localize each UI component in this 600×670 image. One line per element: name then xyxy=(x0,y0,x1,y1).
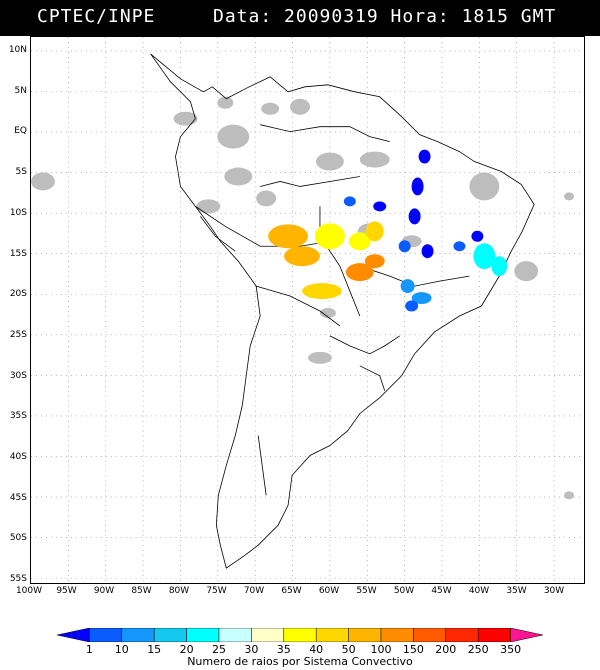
lon-label-40w: 40W xyxy=(468,586,490,596)
lat-label-5s: 5S xyxy=(15,167,27,178)
lon-label-90w: 90W xyxy=(93,586,115,596)
lat-label-5n: 5N xyxy=(14,85,27,96)
lat-label-10n: 10N xyxy=(8,45,27,55)
colorbar-segment xyxy=(380,628,414,642)
lightning-cell xyxy=(411,292,432,305)
colorbar-segment xyxy=(89,628,123,642)
lon-label-100w: 100W xyxy=(15,586,43,596)
colorbar-segment xyxy=(121,628,155,642)
colorbar-label: 30 xyxy=(244,643,259,656)
lat-label-25s: 25S xyxy=(9,329,27,340)
colorbar-segment xyxy=(153,628,187,642)
colorbar-label: 25 xyxy=(212,643,226,656)
lon-label-85w: 85W xyxy=(131,586,152,596)
continent-outline xyxy=(150,53,535,569)
lon-label-50w: 50W xyxy=(393,586,415,596)
lat-label-55s: 55S xyxy=(9,574,27,585)
colorbar-label: 250 xyxy=(467,643,489,656)
lightning-cell xyxy=(343,196,356,207)
lat-lon-grid xyxy=(31,37,584,583)
colorbar-segment xyxy=(413,628,447,642)
colorbar-segment xyxy=(251,628,285,642)
lightning-cell xyxy=(473,243,496,270)
lightning-cell xyxy=(453,241,466,252)
lightning-cell xyxy=(421,244,434,259)
colorbar-label: 150 xyxy=(402,643,424,656)
colorbar xyxy=(57,628,543,642)
lightning-cell xyxy=(411,177,424,196)
lon-label-70w: 70W xyxy=(243,586,265,596)
lightning-cell xyxy=(471,230,484,242)
lat-label-40s: 40S xyxy=(9,452,27,462)
lon-label-35w: 35W xyxy=(506,586,527,596)
lightning-cell xyxy=(400,279,415,294)
colorbar-segment xyxy=(510,628,543,642)
colorbar-label: 200 xyxy=(435,643,457,656)
header-bar: CPTEC/INPE Data: 20090319 Hora: 1815 GMT xyxy=(0,0,600,36)
colorbar-label: 40 xyxy=(309,643,324,656)
colorbar-label: 20 xyxy=(179,643,194,656)
lightning-cell xyxy=(268,224,308,249)
lat-label-35s: 35S xyxy=(9,411,27,422)
lat-label-eq: EQ xyxy=(14,126,27,137)
colorbar-label: 50 xyxy=(341,643,356,656)
colorbar-segment xyxy=(186,628,220,642)
lightning-cell xyxy=(418,149,431,164)
lightning-cell xyxy=(365,221,384,242)
lon-label-65w: 65W xyxy=(281,586,302,596)
colorbar-label: 35 xyxy=(276,643,291,656)
colorbar-segment xyxy=(477,628,511,642)
colorbar-segment xyxy=(445,628,479,642)
colorbar-label: 350 xyxy=(500,643,522,656)
lon-label-60w: 60W xyxy=(318,586,340,596)
lightning-cell xyxy=(284,246,320,267)
lightning-cell xyxy=(345,263,374,282)
map-canvas xyxy=(30,36,585,584)
lon-label-95w: 95W xyxy=(56,586,77,596)
colorbar-segment xyxy=(57,628,90,642)
lon-label-30w: 30W xyxy=(543,586,565,596)
lat-label-45s: 45S xyxy=(9,492,27,503)
colorbar-label: 15 xyxy=(147,643,162,656)
lightning-cells xyxy=(268,149,508,312)
header-title: CPTEC/INPE xyxy=(37,6,156,27)
lightning-cell xyxy=(408,208,421,225)
colorbar-segment xyxy=(315,628,349,642)
lightning-cell xyxy=(405,300,419,312)
lightning-cell xyxy=(348,232,371,251)
colorbar-caption: Numero de raios por Sistema Convectivo xyxy=(187,655,413,668)
lightning-cell xyxy=(373,201,387,212)
lat-label-20s: 20S xyxy=(9,289,27,300)
lat-label-15s: 15S xyxy=(9,248,27,259)
lon-label-80w: 80W xyxy=(168,586,190,596)
lon-label-55w: 55W xyxy=(356,586,377,596)
header-date-time: Data: 20090319 Hora: 1815 GMT xyxy=(213,6,557,27)
lightning-cell xyxy=(398,240,411,253)
lon-label-75w: 75W xyxy=(206,586,227,596)
lightning-cell xyxy=(314,223,345,250)
cloud-cover-layer xyxy=(31,96,575,500)
colorbar-segment xyxy=(348,628,382,642)
lightning-cell xyxy=(491,256,508,277)
lat-label-10s: 10S xyxy=(9,207,27,218)
lightning-cell xyxy=(364,254,385,269)
colorbar-segment xyxy=(218,628,252,642)
lat-label-30s: 30S xyxy=(9,370,27,381)
colorbar-label: 100 xyxy=(370,643,392,656)
colorbar-segment xyxy=(283,628,317,642)
colorbar-label: 1 xyxy=(85,643,93,656)
colorbar-label: 10 xyxy=(114,643,129,656)
lon-label-45w: 45W xyxy=(431,586,452,596)
lat-label-50s: 50S xyxy=(9,533,27,544)
lightning-cell xyxy=(302,283,342,300)
